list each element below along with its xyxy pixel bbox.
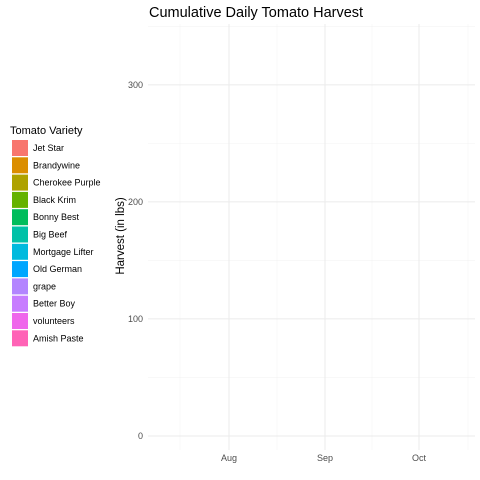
legend-items: Jet Star Brandywine Cherokee Purple Black K… bbox=[12, 140, 101, 347]
legend-swatch bbox=[12, 157, 28, 174]
legend-swatch bbox=[12, 191, 28, 208]
legend-label: Amish Paste bbox=[33, 333, 84, 343]
x-tick-label: Sep bbox=[317, 453, 333, 463]
legend-swatch bbox=[12, 313, 28, 329]
legend-item: Better Boy bbox=[12, 295, 76, 312]
legend-label: Black Krim bbox=[33, 195, 76, 205]
legend-swatch bbox=[12, 295, 28, 312]
legend-label: Cherokee Purple bbox=[33, 178, 101, 188]
legend-label: Mortgage Lifter bbox=[33, 247, 94, 257]
legend-item: Old German bbox=[12, 261, 82, 278]
y-axis-title: Harvest (in lbs) bbox=[115, 197, 127, 274]
legend-label: Jet Star bbox=[33, 143, 64, 153]
y-tick-label: 100 bbox=[128, 314, 143, 324]
legend: Tomato Variety Jet Star Brandywine Cheroke… bbox=[10, 125, 101, 347]
legend-item: Mortgage Lifter bbox=[12, 243, 94, 260]
y-axis-ticks: 0 100 200 300 bbox=[128, 80, 143, 441]
legend-swatch bbox=[12, 243, 28, 260]
legend-label: Better Boy bbox=[33, 299, 76, 309]
legend-item: Jet Star bbox=[12, 140, 64, 156]
legend-item: Cherokee Purple bbox=[12, 174, 101, 191]
legend-swatch bbox=[12, 278, 28, 295]
legend-item: Bonny Best bbox=[12, 209, 80, 226]
legend-label: Brandywine bbox=[33, 160, 80, 170]
legend-item: Big Beef bbox=[12, 226, 68, 243]
y-tick-label: 300 bbox=[128, 80, 143, 90]
legend-swatch bbox=[12, 140, 28, 156]
legend-item: grape bbox=[12, 278, 56, 295]
legend-label: volunteers bbox=[33, 316, 75, 326]
x-axis-ticks: Aug Sep Oct bbox=[221, 453, 427, 463]
legend-swatch bbox=[12, 209, 28, 226]
x-tick-label: Aug bbox=[221, 453, 237, 463]
legend-swatch bbox=[12, 174, 28, 191]
legend-label: Big Beef bbox=[33, 230, 68, 240]
legend-item: Brandywine bbox=[12, 157, 80, 174]
chart-title: Cumulative Daily Tomato Harvest bbox=[149, 5, 363, 21]
gridlines bbox=[148, 24, 475, 450]
y-tick-label: 200 bbox=[128, 197, 143, 207]
y-tick-label: 0 bbox=[138, 431, 143, 441]
legend-item: volunteers bbox=[12, 313, 75, 329]
legend-label: grape bbox=[33, 281, 56, 291]
legend-title: Tomato Variety bbox=[10, 125, 83, 137]
legend-swatch bbox=[12, 226, 28, 243]
legend-item: Amish Paste bbox=[12, 330, 84, 347]
legend-label: Bonny Best bbox=[33, 212, 80, 222]
legend-swatch bbox=[12, 330, 28, 347]
legend-swatch bbox=[12, 261, 28, 278]
legend-label: Old German bbox=[33, 264, 82, 274]
legend-item: Black Krim bbox=[12, 191, 76, 208]
x-tick-label: Oct bbox=[412, 453, 427, 463]
